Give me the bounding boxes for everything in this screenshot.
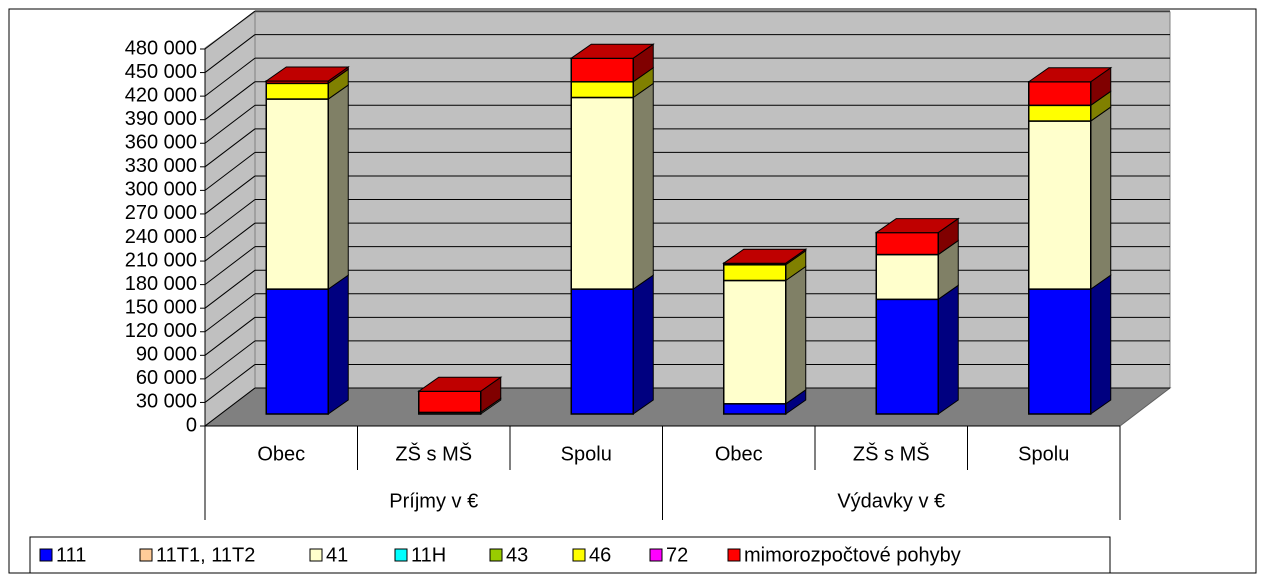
bar-top [874,218,960,234]
bar-side [785,265,807,405]
group-label: Výdavky v € [837,490,945,512]
x-tick-label: Obec [257,443,305,465]
bar [265,82,329,100]
y-tick-label: 360 000 [125,132,197,154]
y-tick-label: 240 000 [125,226,197,248]
legend-swatch [139,548,153,562]
bar-side [632,274,654,415]
bar [1028,288,1092,415]
bar [1028,120,1092,290]
bar-side [632,82,654,291]
legend-swatch [572,548,586,562]
grid-line [204,340,256,380]
grid-line [204,222,256,262]
legend-swatch [309,548,323,562]
bar [723,279,787,405]
x-tick-label: ZŠ s MŠ [395,442,472,465]
y-tick-label: 90 000 [136,344,197,366]
bar [570,81,634,99]
legend-label: 11H [411,544,446,566]
bar-side [1090,274,1112,415]
bar-side [327,274,349,415]
y-tick-label: 450 000 [125,61,197,83]
bars [264,43,1113,415]
legend-label: mimorozpočtové pohyby [744,544,961,566]
bar-side [1090,106,1112,291]
y-tick-label: 480 000 [125,37,197,59]
x-tick-label: Spolu [1018,443,1069,465]
floor [203,387,1172,427]
legend-swatch [649,548,663,562]
grid-line [204,293,256,333]
legend-swatch [489,548,503,562]
legend: 111 11T1, 11T2 41 11H 43 46 72 mimorozpočtové p… [39,544,961,566]
bar [418,390,482,414]
bar-side [327,84,349,291]
bar [875,231,939,256]
grid-line [204,199,256,238]
legend-label: 111 [56,544,86,566]
bar [875,298,939,415]
y-tick-label: 210 000 [125,249,197,271]
grid-line [204,81,256,121]
legend-label: 41 [326,544,348,566]
bar [265,288,329,415]
bar-side [937,284,959,415]
grid [204,10,1170,427]
y-tick-label: 30 000 [136,391,197,413]
grid-line [204,151,256,191]
bar [723,403,787,415]
bar [1028,81,1092,107]
y-tick-label: 150 000 [125,296,197,318]
grid-line [204,57,256,97]
grid-line [204,364,256,403]
bar [1028,104,1092,122]
x-tick-label: ZŠ s MŠ [853,442,930,465]
grid-line [204,246,256,286]
bar [875,253,939,301]
grid-line [204,34,256,73]
legend-label: 43 [506,544,528,566]
legend-box [29,536,1111,574]
y-tick-label: 300 000 [125,179,197,201]
bar [265,98,329,290]
grid-line [204,10,256,50]
y-tick-label: 0 [186,414,197,436]
group-label: Príjmy v € [389,490,478,512]
grid-line [204,128,256,168]
bar-top [1027,67,1113,83]
legend-label: 46 [589,544,611,566]
y-tick-label: 330 000 [125,155,197,177]
bar-top [264,66,350,82]
x-tick-label: Obec [715,443,763,465]
bar-top [722,248,808,264]
bar [570,96,634,290]
legend-swatch [727,548,741,562]
grid-line [204,316,256,356]
y-tick-label: 180 000 [125,273,197,295]
y-tick-label: 270 000 [125,202,197,224]
bar [570,288,634,415]
y-tick-label: 60 000 [136,367,197,389]
y-tick-label: 420 000 [125,84,197,106]
bar-top [569,43,655,59]
grid-line [204,269,256,309]
legend-swatch [394,548,408,562]
legend-label: 11T1, 11T2 [156,544,255,566]
grid-line [204,175,256,215]
y-tick-label: 120 000 [125,320,197,342]
grid-line [204,387,256,427]
legend-swatch [39,548,53,562]
x-tick-label: Spolu [561,443,612,465]
legend-label: 72 [666,544,688,566]
bar [570,57,634,83]
bar [723,264,787,282]
bar-top [417,376,503,392]
y-tick-label: 390 000 [125,108,197,130]
grid-line [204,104,256,144]
